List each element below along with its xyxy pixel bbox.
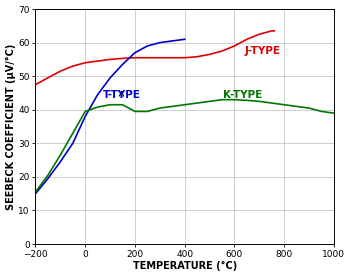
Text: K-TYPE: K-TYPE xyxy=(223,90,263,100)
Text: J-TYPE: J-TYPE xyxy=(244,46,280,56)
X-axis label: TEMPERATURE (°C): TEMPERATURE (°C) xyxy=(133,261,237,271)
Y-axis label: SEEBECK COEFFICIENT (μV/°C): SEEBECK COEFFICIENT (μV/°C) xyxy=(6,43,16,210)
Text: T-TYPE: T-TYPE xyxy=(102,90,140,100)
